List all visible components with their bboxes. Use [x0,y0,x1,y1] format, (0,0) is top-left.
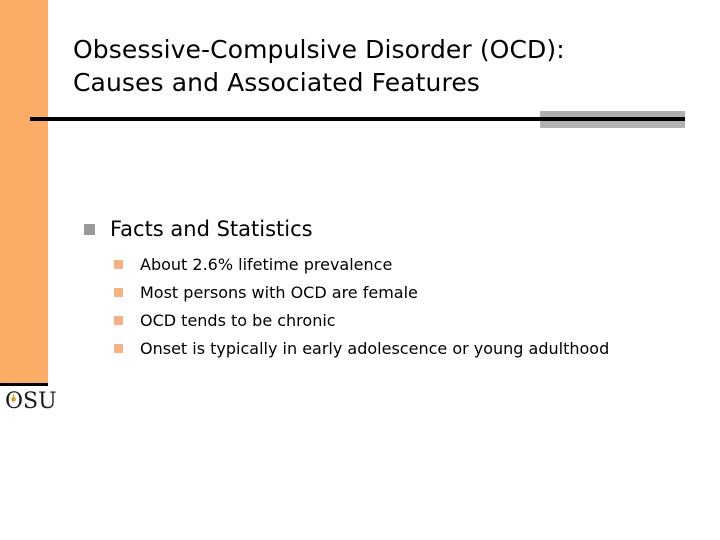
list-item: Most persons with OCD are female [114,281,704,309]
slide-title: Obsessive-Compulsive Disorder (OCD): Cau… [73,35,565,97]
title-divider-line [30,117,685,121]
list-item: OCD tends to be chronic [114,309,704,337]
list-item: About 2.6% lifetime prevalence [114,253,704,281]
square-bullet-icon [114,316,123,325]
list-item-label: About 2.6% lifetime prevalence [140,255,393,274]
bullet-level1-facts-and-statistics: Facts and Statistics [84,215,313,243]
bullet-level1-label: Facts and Statistics [110,217,313,241]
square-bullet-icon [114,288,123,297]
bullet-level2-list: About 2.6% lifetime prevalence Most pers… [114,253,704,365]
list-item-label: OCD tends to be chronic [140,311,336,330]
osu-logo-icon: OSU [5,389,57,414]
square-bullet-icon [84,224,95,235]
osu-logo: OSU [5,388,65,414]
list-item-label: Onset is typically in early adolescence … [140,339,610,358]
left-accent-band [0,0,48,383]
square-bullet-icon [114,260,123,269]
square-bullet-icon [114,344,123,353]
left-accent-band-rule [0,383,48,386]
list-item: Onset is typically in early adolescence … [114,337,704,365]
list-item-label: Most persons with OCD are female [140,283,418,302]
